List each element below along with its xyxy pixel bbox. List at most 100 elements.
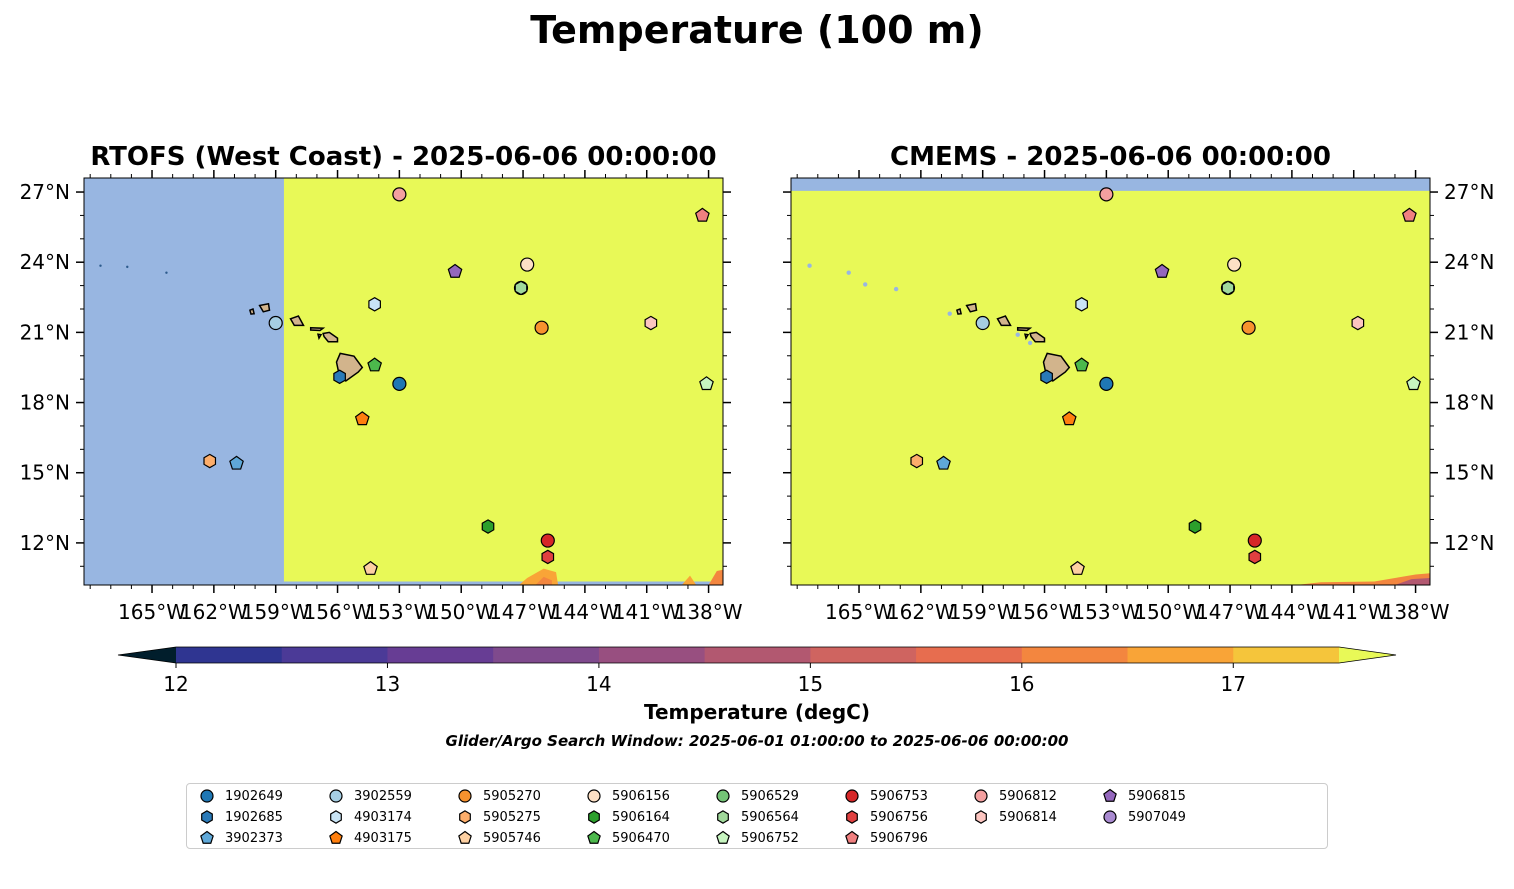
x-tick-label: 138°W	[675, 600, 743, 624]
colorbar-bin	[1233, 647, 1340, 663]
circle-marker-icon	[329, 789, 343, 803]
island-outline	[322, 331, 339, 343]
map-frame	[790, 177, 1431, 586]
legend-item-5906529: 5906529	[715, 788, 799, 804]
float-marker-5906812	[1099, 187, 1114, 202]
y-tick-label: 27°N	[20, 180, 70, 204]
x-tick-label: 144°W	[551, 600, 619, 624]
map-frame	[83, 177, 724, 586]
y-tick-label: 27°N	[1444, 180, 1494, 204]
legend-label: 5906156	[612, 788, 670, 804]
island-outline	[1023, 333, 1030, 341]
float-marker-1902685	[333, 369, 346, 385]
float-marker-5905746	[1070, 560, 1085, 575]
panel-title-cmems: CMEMS - 2025-06-06 00:00:00	[890, 142, 1331, 172]
float-marker-5906564	[1221, 280, 1235, 296]
pentagon-marker-icon	[845, 830, 859, 844]
legend-item-5906814: 5906814	[973, 809, 1057, 825]
y-tick-label: 24°N	[1444, 250, 1494, 274]
legend-item-3902373: 3902373	[199, 830, 283, 846]
legend-item-5906470: 5906470	[586, 830, 670, 846]
circle-marker-icon	[845, 789, 859, 803]
island-outline	[309, 326, 326, 332]
colorbar-bin	[1127, 647, 1234, 663]
island-outline	[996, 315, 1012, 327]
float-marker-5906164	[481, 519, 495, 534]
x-tick-label: 162°W	[887, 600, 955, 624]
float-marker-1902685	[1040, 369, 1053, 385]
legend-label: 5906815	[1128, 788, 1186, 804]
float-marker-3902373	[936, 455, 951, 470]
map-panels: 165°W162°W159°W156°W153°W150°W147°W144°W…	[20, 170, 1494, 624]
colorbar-min-extension	[118, 647, 176, 663]
map-panel-cmems: 165°W162°W159°W156°W153°W150°W147°W144°W…	[783, 170, 1494, 624]
float-marker-4903175	[354, 411, 370, 426]
float-marker-5906753	[540, 533, 555, 548]
float-marker-5905746	[363, 560, 378, 575]
legend-item-5906796: 5906796	[844, 830, 928, 846]
x-tick-label: 165°W	[825, 600, 893, 624]
colorbar-tick-label: 14	[586, 672, 611, 696]
float-marker-5906796	[1402, 207, 1417, 222]
float-marker-5906753	[1247, 533, 1262, 548]
legend-item-5906756: 5906756	[844, 809, 928, 825]
pentagon-marker-icon	[200, 830, 214, 844]
y-tick-label: 15°N	[20, 461, 70, 485]
float-marker-4903174	[368, 296, 381, 312]
pentagon-marker-icon	[1103, 788, 1117, 802]
circle-marker-icon	[716, 789, 730, 803]
legend-item-5906164: 5906164	[586, 809, 670, 825]
search-window-note: Glider/Argo Search Window: 2025-06-01 01…	[445, 732, 1069, 750]
islet	[893, 286, 899, 292]
colorbar-bin	[281, 647, 388, 663]
legend-label: 3902559	[354, 788, 412, 804]
island-outline	[289, 315, 305, 327]
hexagon-marker-icon	[975, 810, 987, 824]
panel-title-rtofs: RTOFS (West Coast) - 2025-06-06 00:00:00	[90, 142, 717, 172]
figure-title: Temperature (100 m)	[530, 8, 984, 52]
float-marker-5906812	[392, 187, 407, 202]
colorbar-bin	[810, 647, 917, 663]
hexagon-marker-icon	[588, 810, 600, 824]
y-tick-label: 18°N	[1444, 391, 1494, 415]
circle-marker-icon	[458, 789, 472, 803]
float-marker-4903174	[1075, 296, 1088, 312]
legend-item-5907049: 5907049	[1102, 809, 1186, 825]
island-outline	[1029, 331, 1046, 343]
hexagon-marker-icon	[846, 810, 858, 824]
islet	[126, 265, 129, 269]
legend-item-3902559: 3902559	[328, 788, 412, 804]
no-data-region	[84, 178, 284, 585]
x-tick-label: 159°W	[242, 600, 310, 624]
colorbar: 12 13 14 15 16 17	[117, 646, 1397, 696]
no-data-region-north	[791, 178, 1430, 191]
legend-label: 3902373	[225, 830, 283, 846]
islet	[947, 311, 952, 316]
float-marker-5906815	[1154, 263, 1170, 278]
float-marker-1902649	[392, 376, 407, 391]
hexagon-marker-icon	[459, 810, 471, 824]
legend-label: 4903175	[354, 830, 412, 846]
legend-label: 5906470	[612, 830, 670, 846]
colorbar-bin	[176, 647, 283, 663]
x-tick-label: 147°W	[489, 600, 557, 624]
legend-item-5905275: 5905275	[457, 809, 541, 825]
cool-patch	[681, 575, 697, 585]
islet	[1015, 332, 1020, 337]
y-tick-label: 15°N	[1444, 461, 1494, 485]
island-outline	[1016, 326, 1033, 332]
float-marker-5906156	[1227, 257, 1242, 272]
circle-marker-icon	[1103, 810, 1117, 824]
colorbar-bin	[387, 647, 494, 663]
legend-label: 5906529	[741, 788, 799, 804]
islet	[863, 282, 868, 287]
x-tick-label: 138°W	[1382, 600, 1450, 624]
legend-item-5905270: 5905270	[457, 788, 541, 804]
islet	[99, 264, 102, 267]
y-tick-label: 12°N	[1444, 531, 1494, 555]
colorbar-tick-label: 17	[1221, 672, 1246, 696]
legend-label: 5906814	[999, 809, 1057, 825]
island-outline	[316, 333, 323, 341]
float-marker-5906470	[367, 357, 383, 372]
